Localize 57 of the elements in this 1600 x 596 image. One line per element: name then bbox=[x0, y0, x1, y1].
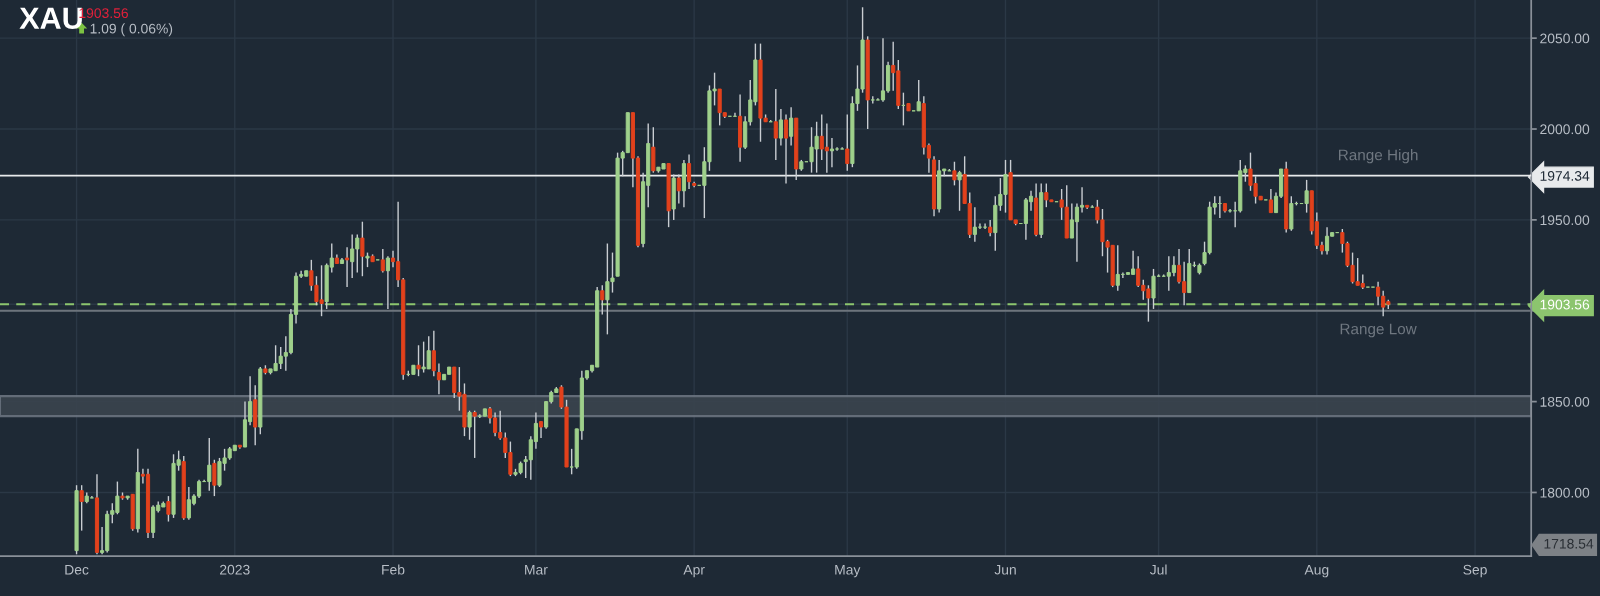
ref-line-label: Range Low bbox=[1340, 323, 1417, 338]
y-tick-label: 1950.00 bbox=[1540, 215, 1590, 226]
candlestick bbox=[207, 437, 212, 492]
candlestick bbox=[431, 330, 436, 377]
candlestick bbox=[686, 153, 692, 190]
candlestick bbox=[345, 246, 350, 288]
y-tick-label: 1800.00 bbox=[1540, 487, 1590, 498]
candlestick bbox=[166, 495, 171, 523]
candlestick bbox=[79, 484, 84, 532]
candlestick bbox=[600, 284, 605, 316]
y-tick-label: 1903.56 bbox=[1540, 299, 1590, 310]
candlestick bbox=[1171, 255, 1176, 277]
x-tick-label: May bbox=[835, 564, 861, 578]
candlestick bbox=[380, 248, 385, 274]
candlestick bbox=[789, 106, 794, 147]
candlestick bbox=[472, 409, 477, 459]
candlestick bbox=[1151, 268, 1156, 310]
candlestick bbox=[952, 161, 957, 187]
candlestick bbox=[651, 126, 656, 174]
candlestick bbox=[1324, 226, 1330, 256]
ref-line-label: Range High bbox=[1338, 149, 1418, 164]
x-tick-label: Apr bbox=[683, 564, 705, 578]
x-tick-label: Mar bbox=[525, 564, 548, 575]
candlestick bbox=[957, 170, 962, 212]
candlestick bbox=[1304, 179, 1309, 214]
candlestick bbox=[783, 113, 789, 185]
x-tick-label: Sep bbox=[1463, 564, 1487, 578]
x-tick-label: Jul bbox=[1149, 564, 1167, 575]
candlestick bbox=[1074, 202, 1080, 263]
x-tick-label: Aug bbox=[1304, 564, 1329, 578]
candlestick bbox=[569, 448, 574, 475]
y-tick-label: 2050.00 bbox=[1540, 33, 1590, 44]
candlestick bbox=[880, 37, 886, 103]
text: 1718.54 bbox=[1544, 538, 1594, 549]
x-tick-label: Feb bbox=[382, 564, 405, 575]
x-tick-label: Dec bbox=[65, 564, 89, 575]
candlestick bbox=[360, 221, 365, 277]
candlestick bbox=[778, 108, 783, 147]
y-tick-label: 1974.34 bbox=[1540, 170, 1590, 181]
y-tick-label: 2000.00 bbox=[1540, 124, 1590, 135]
candlestick bbox=[829, 137, 835, 168]
candlestick bbox=[916, 79, 921, 112]
annotation: 1.09 ( 0.06%) bbox=[90, 23, 173, 37]
candlestick bbox=[845, 113, 850, 172]
candlestick bbox=[1115, 244, 1120, 292]
candlestick bbox=[1376, 280, 1381, 306]
candlestick bbox=[385, 255, 390, 310]
candlestick bbox=[436, 362, 442, 396]
candlestick bbox=[212, 459, 217, 497]
candlestick bbox=[773, 88, 778, 161]
candlestick bbox=[1268, 188, 1273, 214]
candlestick bbox=[467, 409, 472, 441]
y-tick-label: 1850.00 bbox=[1540, 396, 1590, 407]
candlestick bbox=[676, 173, 681, 205]
x-tick-label: Jun bbox=[994, 564, 1016, 575]
candlestick bbox=[416, 344, 421, 377]
x-tick-label: 2023 bbox=[220, 564, 250, 575]
